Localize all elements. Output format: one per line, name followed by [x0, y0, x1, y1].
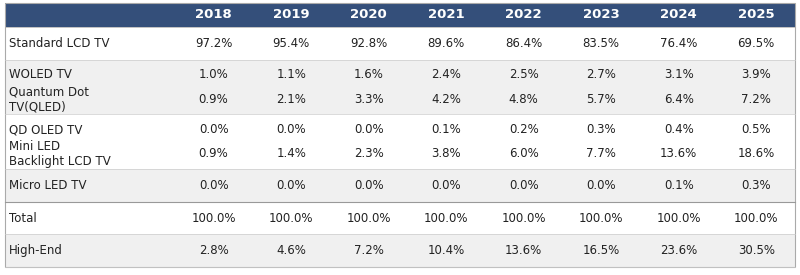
Text: Total: Total [9, 211, 37, 225]
Text: 0.0%: 0.0% [354, 179, 383, 192]
Text: 2021: 2021 [428, 9, 465, 21]
Text: 0.0%: 0.0% [509, 179, 538, 192]
Text: WOLED TV: WOLED TV [9, 68, 72, 81]
Text: 89.6%: 89.6% [427, 37, 465, 50]
Text: 0.1%: 0.1% [431, 123, 461, 136]
Text: 2024: 2024 [660, 9, 697, 21]
Text: 2.7%: 2.7% [586, 68, 616, 81]
Text: 2.1%: 2.1% [276, 93, 306, 106]
Text: 30.5%: 30.5% [738, 244, 774, 257]
Text: 7.7%: 7.7% [586, 147, 616, 160]
Text: 100.0%: 100.0% [269, 211, 314, 225]
Text: High-End: High-End [9, 244, 63, 257]
Text: 0.0%: 0.0% [198, 123, 229, 136]
Text: 1.1%: 1.1% [276, 68, 306, 81]
Text: 100.0%: 100.0% [734, 211, 778, 225]
Bar [5, 27, 795, 60]
Text: 0.0%: 0.0% [431, 179, 461, 192]
Text: 2.5%: 2.5% [509, 68, 538, 81]
Text: 76.4%: 76.4% [660, 37, 698, 50]
Text: 0.0%: 0.0% [198, 179, 229, 192]
Text: 1.0%: 1.0% [198, 68, 229, 81]
Text: 2022: 2022 [506, 9, 542, 21]
Text: 0.9%: 0.9% [198, 147, 229, 160]
Text: 2020: 2020 [350, 9, 387, 21]
Text: 3.1%: 3.1% [664, 68, 694, 81]
Text: 2019: 2019 [273, 9, 310, 21]
Text: 100.0%: 100.0% [502, 211, 546, 225]
Text: 2025: 2025 [738, 9, 774, 21]
Bar [5, 169, 795, 202]
Text: 13.6%: 13.6% [660, 147, 698, 160]
Text: 10.4%: 10.4% [427, 244, 465, 257]
Text: 3.3%: 3.3% [354, 93, 383, 106]
Text: 97.2%: 97.2% [195, 37, 232, 50]
Text: 3.9%: 3.9% [742, 68, 771, 81]
Text: 0.3%: 0.3% [742, 179, 771, 192]
Text: 0.0%: 0.0% [354, 123, 383, 136]
Text: 6.0%: 6.0% [509, 147, 538, 160]
Text: 6.4%: 6.4% [664, 93, 694, 106]
Bar [5, 202, 795, 234]
Text: Standard LCD TV: Standard LCD TV [9, 37, 110, 50]
Text: 100.0%: 100.0% [657, 211, 701, 225]
Text: 23.6%: 23.6% [660, 244, 698, 257]
Text: 100.0%: 100.0% [579, 211, 623, 225]
Text: 2.3%: 2.3% [354, 147, 383, 160]
Text: QD OLED TV: QD OLED TV [9, 123, 82, 136]
Text: 100.0%: 100.0% [424, 211, 469, 225]
Text: Micro LED TV: Micro LED TV [9, 179, 86, 192]
Bar [5, 3, 795, 27]
Bar [5, 114, 795, 169]
Text: Mini LED
Backlight LCD TV: Mini LED Backlight LCD TV [9, 140, 110, 168]
Text: 18.6%: 18.6% [738, 147, 775, 160]
Text: 7.2%: 7.2% [742, 93, 771, 106]
Text: 92.8%: 92.8% [350, 37, 387, 50]
Text: 0.2%: 0.2% [509, 123, 538, 136]
Text: 4.2%: 4.2% [431, 93, 461, 106]
Text: 0.0%: 0.0% [276, 179, 306, 192]
Text: 2023: 2023 [583, 9, 619, 21]
Text: 5.7%: 5.7% [586, 93, 616, 106]
Bar [5, 234, 795, 267]
Text: 0.3%: 0.3% [586, 123, 616, 136]
Text: 0.4%: 0.4% [664, 123, 694, 136]
Text: Quantum Dot
TV(QLED): Quantum Dot TV(QLED) [9, 85, 89, 113]
Text: 2.8%: 2.8% [198, 244, 229, 257]
Text: 0.5%: 0.5% [742, 123, 771, 136]
Text: 0.0%: 0.0% [586, 179, 616, 192]
Text: 95.4%: 95.4% [273, 37, 310, 50]
Text: 4.6%: 4.6% [276, 244, 306, 257]
Text: 83.5%: 83.5% [582, 37, 620, 50]
Text: 86.4%: 86.4% [505, 37, 542, 50]
Text: 100.0%: 100.0% [346, 211, 391, 225]
Text: 2.4%: 2.4% [431, 68, 461, 81]
Text: 0.1%: 0.1% [664, 179, 694, 192]
Text: 3.8%: 3.8% [431, 147, 461, 160]
Text: 4.8%: 4.8% [509, 93, 538, 106]
Bar [5, 60, 795, 114]
Text: 1.4%: 1.4% [276, 147, 306, 160]
Text: 16.5%: 16.5% [582, 244, 620, 257]
Text: 7.2%: 7.2% [354, 244, 383, 257]
Text: 69.5%: 69.5% [738, 37, 775, 50]
Text: 1.6%: 1.6% [354, 68, 383, 81]
Text: 2018: 2018 [195, 9, 232, 21]
Text: 13.6%: 13.6% [505, 244, 542, 257]
Text: 0.9%: 0.9% [198, 93, 229, 106]
Text: 100.0%: 100.0% [191, 211, 236, 225]
Text: 0.0%: 0.0% [276, 123, 306, 136]
